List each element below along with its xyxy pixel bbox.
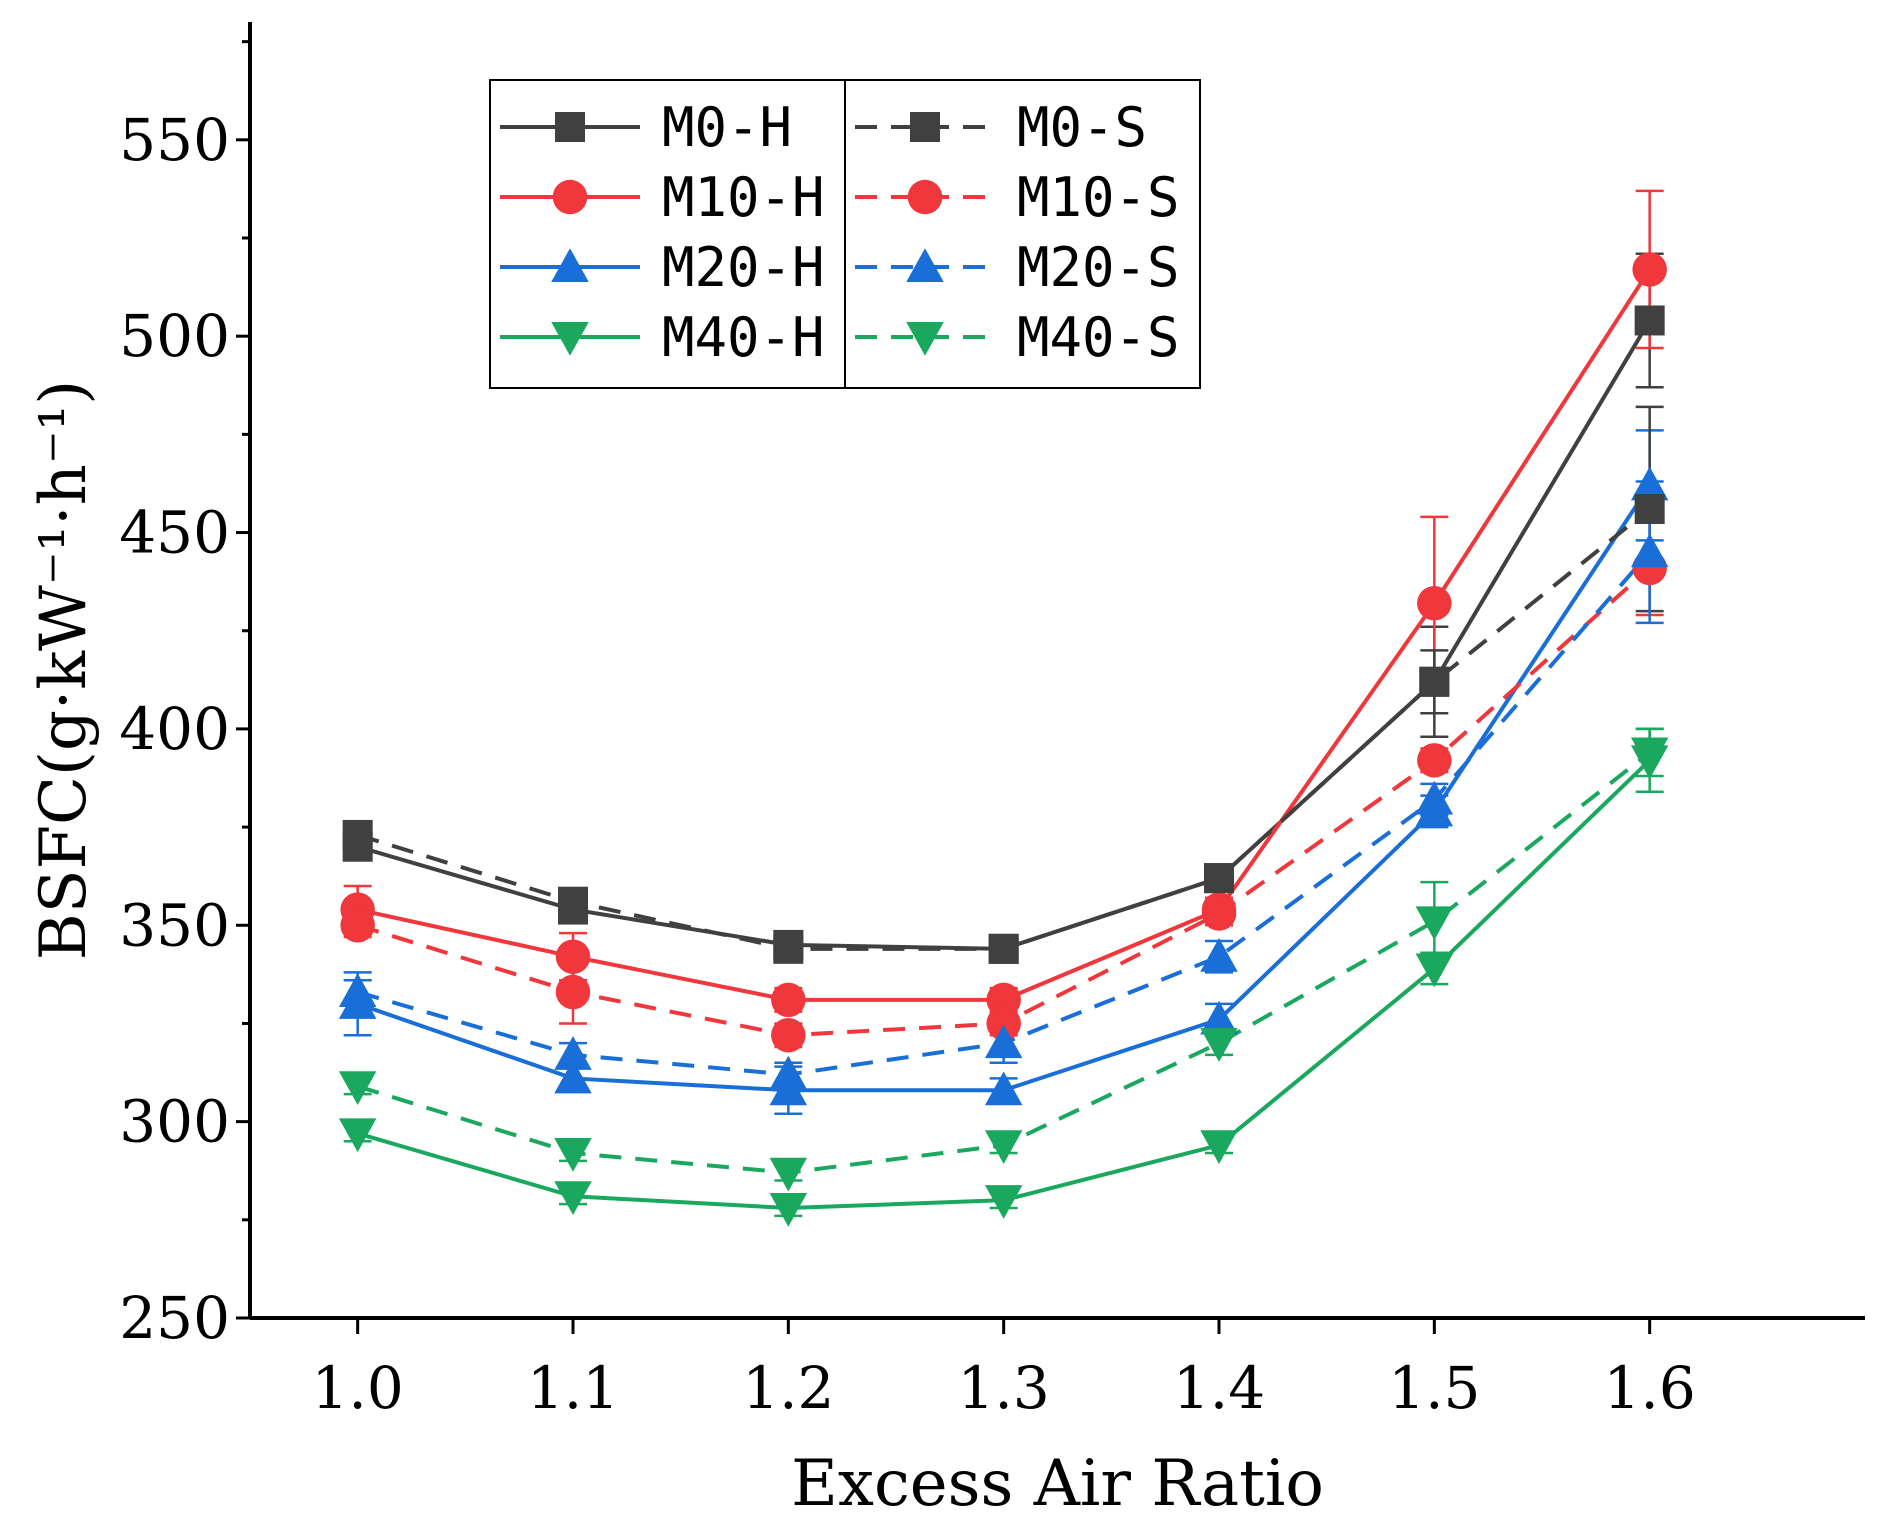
data-point-m20-s [1200, 937, 1238, 972]
x-tick-label: 1.1 [527, 1354, 619, 1422]
data-point-m40-h [1200, 1130, 1238, 1164]
x-tick-label: 1.2 [742, 1354, 834, 1422]
data-point-m40-h [769, 1193, 808, 1227]
data-point-m20-s [984, 1024, 1023, 1059]
legend-marker-m40-h [551, 322, 589, 356]
legend-label-m40-h: M40-H [662, 306, 825, 369]
data-point-m40-s [1200, 1028, 1238, 1062]
data-point-m40-s [338, 1071, 377, 1106]
data-point-m40-s [1415, 906, 1454, 941]
data-point-m10-h [771, 982, 806, 1018]
data-point-m20-h [554, 1059, 592, 1094]
x-tick-label: 1.0 [312, 1354, 404, 1422]
legend-marker-m40-s [906, 322, 944, 356]
data-point-m10-h [1417, 585, 1452, 621]
series-line-m0-s [357, 507, 1651, 951]
data-point-m10-h [1632, 252, 1667, 287]
data-point-m10-s [1201, 896, 1237, 931]
series-line-m0-h [357, 319, 1652, 951]
ticks: 250 300 350 400 450 500 550 1.0 1.1 1.2 1.3 1.4 1.5 1… [119, 40, 1696, 1422]
legend-label-m0-h: M0-H [662, 96, 792, 159]
x-tick-label: 1.6 [1604, 1354, 1696, 1422]
y-tick-label: 550 [119, 106, 230, 174]
legend-marker-m10-h [552, 179, 588, 215]
series-line-m10-h [357, 268, 1652, 1002]
legend-marker-m0-h [555, 112, 585, 142]
data-point-m20-h [984, 1071, 1023, 1106]
data-point-m0-s [773, 933, 804, 964]
y-axis-label: BSFC(g·kW⁻¹·h⁻¹) [27, 380, 101, 961]
x-tick-label: 1.4 [1173, 1354, 1265, 1422]
data-point-m10-s [986, 1006, 1021, 1041]
data-point-m40-h [338, 1118, 377, 1153]
y-tick-label: 400 [119, 695, 230, 763]
data-point-m0-s [1419, 666, 1450, 697]
x-tick-label: 1.3 [958, 1354, 1050, 1422]
y-tick-label: 250 [119, 1284, 230, 1352]
data-point-m20-s [338, 973, 377, 1008]
data-point-m10-s [1417, 743, 1452, 778]
data-point-m0-s [1204, 863, 1234, 894]
legend-label-m10-h: M10-H [662, 166, 825, 229]
data-point-m10-s [340, 908, 375, 943]
legend-label-m20-s: M20-S [1017, 236, 1180, 299]
data-point-m10-h [555, 939, 591, 974]
y-tick-label: 450 [119, 499, 230, 567]
data-point-m10-s [771, 1017, 806, 1053]
legend-marker-m20-s [906, 248, 944, 282]
data-point-m0-s [1634, 493, 1665, 524]
error-bars [343, 189, 1664, 1218]
series-lines [357, 268, 1652, 1211]
data-point-m20-s [1415, 780, 1454, 815]
data-point-m40-s [554, 1138, 592, 1172]
legend: M0-H M10-H M20-H M40-H M0-S M10-S M20-S M40-S [489, 79, 1201, 389]
data-point-m40-s [769, 1157, 808, 1192]
legend-label-m10-s: M10-S [1017, 166, 1180, 229]
data-point-m0-s [342, 819, 373, 850]
legend-box [844, 79, 1201, 389]
data-point-m40-h [554, 1181, 592, 1216]
legend-label-m40-s: M40-S [1017, 306, 1180, 369]
series-line-m10-s [357, 566, 1651, 1038]
data-point-m0-h [1634, 305, 1665, 336]
series-markers [338, 252, 1669, 1227]
data-point-m40-h [984, 1185, 1023, 1219]
legend-marker-m10-s [907, 179, 943, 215]
x-axis-label: Excess Air Ratio [791, 1447, 1324, 1521]
data-point-m20-s [1630, 533, 1669, 568]
legend-marker-m20-h [551, 248, 589, 282]
legend-label-m0-s: M0-S [1017, 96, 1147, 159]
data-point-m40-h [1415, 953, 1454, 988]
legend-marker-m0-s [910, 112, 940, 142]
x-tick-label: 1.5 [1388, 1354, 1480, 1422]
data-point-m20-s [554, 1036, 592, 1070]
y-tick-label: 500 [119, 302, 230, 370]
data-point-m40-s [1630, 737, 1669, 772]
data-point-m20-h [1630, 466, 1669, 501]
legend-label-m20-h: M20-H [662, 236, 825, 299]
data-point-m0-s [558, 886, 588, 917]
y-tick-label: 350 [119, 891, 230, 959]
data-point-m40-s [984, 1130, 1023, 1164]
data-point-m20-s [769, 1055, 808, 1090]
data-point-m20-h [1200, 1000, 1238, 1035]
data-point-m10-s [555, 974, 591, 1010]
data-point-m0-s [988, 933, 1019, 964]
y-tick-label: 300 [119, 1088, 230, 1156]
